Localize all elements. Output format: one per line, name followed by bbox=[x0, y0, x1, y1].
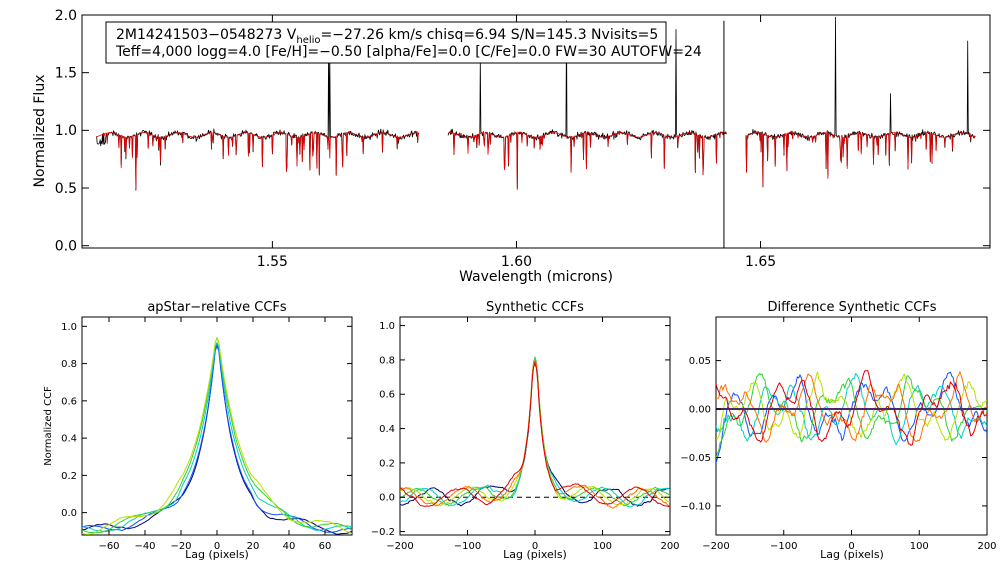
difference-ccf-y-tick-label: 0.05 bbox=[689, 356, 711, 367]
synthetic-ccf-x-tick-label: 0 bbox=[532, 541, 538, 552]
apstar-ccf-y-tick-label: 0.8 bbox=[61, 359, 77, 370]
apstar-ccf-x-tick-label: 40 bbox=[283, 541, 296, 552]
apstar-ccf-x-tick-label: 20 bbox=[247, 541, 260, 552]
difference-ccf-plot-area bbox=[716, 370, 987, 464]
apstar-ccf-plot-area bbox=[82, 337, 352, 535]
apstar-ccf-plot-frame bbox=[81, 316, 353, 536]
spectrum-model-line bbox=[447, 132, 727, 191]
apstar-ccf-x-tick-label: 60 bbox=[319, 541, 332, 552]
spectrum-model-line bbox=[96, 132, 419, 189]
apstar-ccf-y-tick-label: 1.0 bbox=[61, 322, 77, 333]
apstar-ccf-x-tick-label: 0 bbox=[214, 541, 220, 552]
synthetic-ccf-y-tick-label: −0.2 bbox=[371, 527, 395, 538]
spectrum-y-tick-label: 0.5 bbox=[55, 181, 77, 197]
apstar-ccf-visit-4-line bbox=[82, 337, 352, 533]
annotation-helio-subscript: helio bbox=[296, 35, 320, 46]
spectrum-plot-frame bbox=[81, 14, 991, 249]
spectrum-x-axis-label: Wavelength (microns) bbox=[459, 269, 613, 285]
apstar-ccf-x-tick-label: −20 bbox=[170, 541, 191, 552]
apstar-ccf-y-tick-label: 0.6 bbox=[61, 396, 77, 407]
difference-ccf-axis-ticks: −200 −100 0 100 200 −0.10 −0.05 0.00 0.05 bbox=[680, 317, 997, 552]
apstar-ccf-panel: apStar−relative CCFs −60 −40 −20 0 20 40 60 0.0… bbox=[43, 300, 353, 561]
spectrum-x-tick-label: 1.55 bbox=[257, 254, 288, 270]
apstar-ccf-axis-ticks: −60 −40 −20 0 20 40 60 0.0 0.2 0.4 0.6 0.8 1.0 bbox=[61, 317, 352, 552]
synthetic-ccf-x-axis-label: Lag (pixels) bbox=[503, 548, 567, 561]
synthetic-ccf-visit-5-line bbox=[400, 359, 670, 509]
difference-ccf-x-tick-label: −200 bbox=[702, 541, 729, 552]
synthetic-ccf-x-tick-label: 100 bbox=[593, 541, 612, 552]
apstar-ccf-x-tick-label: −40 bbox=[134, 541, 155, 552]
spectrum-plot-area bbox=[96, 16, 976, 248]
synthetic-ccf-visit-6-line bbox=[400, 363, 670, 507]
apstar-ccf-visit-5-line bbox=[82, 337, 352, 535]
difference-ccf-y-tick-label: −0.10 bbox=[680, 501, 711, 512]
synthetic-ccf-x-tick-label: 200 bbox=[660, 541, 679, 552]
difference-ccf-visit-3-line bbox=[716, 372, 987, 459]
synthetic-ccf-y-tick-label: 0.6 bbox=[379, 390, 395, 401]
difference-ccf-y-tick-label: 0.00 bbox=[689, 405, 711, 416]
difference-ccf-panel: Difference Synthetic CCFs −200 −100 0 100 20… bbox=[680, 300, 996, 561]
spectrum-x-tick-label: 1.60 bbox=[501, 254, 532, 270]
apstar-ccf-x-tick-label: −60 bbox=[98, 541, 119, 552]
annotation-star-and-v: 2M14241503−0548273 V bbox=[116, 27, 297, 43]
synthetic-ccf-title: Synthetic CCFs bbox=[486, 300, 584, 315]
synthetic-ccf-visit-2-line bbox=[400, 356, 670, 508]
spectrum-annotation-line2: Teff=4,000 logg=4.0 [Fe/H]=−0.50 [alpha/… bbox=[115, 44, 702, 60]
difference-ccf-visit-4-line bbox=[716, 371, 987, 441]
difference-ccf-x-axis-label: Lag (pixels) bbox=[820, 548, 884, 561]
synthetic-ccf-y-tick-label: 0.2 bbox=[379, 458, 395, 469]
difference-ccf-y-tick-label: −0.05 bbox=[680, 453, 711, 464]
difference-ccf-title: Difference Synthetic CCFs bbox=[767, 300, 936, 315]
apstar-ccf-y-tick-label: 0.2 bbox=[61, 471, 77, 482]
synthetic-ccf-x-tick-label: −100 bbox=[454, 541, 481, 552]
difference-ccf-x-tick-label: 100 bbox=[910, 541, 929, 552]
synthetic-ccf-y-tick-label: 0.0 bbox=[379, 493, 395, 504]
spectrum-y-tick-label: 1.0 bbox=[55, 123, 77, 139]
synthetic-ccf-plot-area bbox=[400, 356, 670, 509]
apstar-ccf-title: apStar−relative CCFs bbox=[147, 300, 287, 315]
spectrum-y-axis-label: Normalized Flux bbox=[32, 75, 48, 188]
difference-ccf-x-tick-label: 0 bbox=[848, 541, 854, 552]
synthetic-ccf-axis-ticks: −200 −100 0 100 200 −0.2 0.0 0.2 0.4 0.6 0.8 1.0 bbox=[371, 317, 680, 552]
synthetic-ccf-x-tick-label: −200 bbox=[386, 541, 413, 552]
spectrum-annotation-line1: 2M14241503−0548273 Vhelio=−27.26 km/s ch… bbox=[116, 27, 658, 46]
apstar-ccf-x-axis-label: Lag (pixels) bbox=[185, 548, 249, 561]
spectrum-annotation-box bbox=[105, 21, 667, 64]
spectrum-axis-ticks: 1.55 1.60 1.65 0.0 0.5 1.0 1.5 2.0 bbox=[55, 8, 990, 270]
synthetic-ccf-y-tick-label: 1.0 bbox=[379, 321, 395, 332]
difference-ccf-x-tick-label: −100 bbox=[770, 541, 797, 552]
synthetic-ccf-visit-4-line bbox=[400, 358, 670, 507]
difference-ccf-visit-6-line bbox=[716, 370, 987, 446]
synthetic-ccf-panel: Synthetic CCFs −200 −100 0 100 200 −0.2 0.0 0.2… bbox=[371, 300, 680, 561]
apstar-ccf-visit-1-line bbox=[82, 342, 352, 535]
apstar-ccf-y-tick-label: 0.4 bbox=[61, 434, 77, 445]
spectrum-observed-line bbox=[745, 16, 976, 188]
synthetic-ccf-y-tick-label: 0.4 bbox=[379, 424, 395, 435]
apstar-ccf-y-axis-label: Normalized CCF bbox=[43, 386, 54, 466]
spectrum-observed-line bbox=[96, 44, 420, 191]
difference-ccf-plot-frame bbox=[715, 316, 988, 536]
spectrum-panel: 1.55 1.60 1.65 0.0 0.5 1.0 1.5 2.0 2M14241503−0… bbox=[32, 8, 991, 285]
apstar-ccf-y-tick-label: 0.0 bbox=[61, 508, 77, 519]
spectrum-x-tick-label: 1.65 bbox=[745, 254, 776, 270]
difference-ccf-x-tick-label: 200 bbox=[977, 541, 996, 552]
annotation-velocity-stats: =−27.26 km/s chisq=6.94 S/N=145.3 Nvisit… bbox=[321, 27, 659, 43]
apstar-ccf-visit-2-line bbox=[82, 345, 352, 533]
spectrum-y-tick-label: 1.5 bbox=[55, 66, 77, 82]
spectrum-y-tick-label: 2.0 bbox=[55, 8, 77, 24]
apstar-ccf-visit-3-line bbox=[82, 342, 352, 533]
synthetic-ccf-visit-1-line bbox=[400, 360, 670, 507]
difference-ccf-visit-5-line bbox=[716, 371, 987, 443]
spectrum-model-line bbox=[745, 132, 976, 187]
spectrum-y-tick-label: 0.0 bbox=[55, 239, 77, 255]
synthetic-ccf-visit-3-line bbox=[400, 358, 670, 507]
synthetic-ccf-y-tick-label: 0.8 bbox=[379, 355, 395, 366]
